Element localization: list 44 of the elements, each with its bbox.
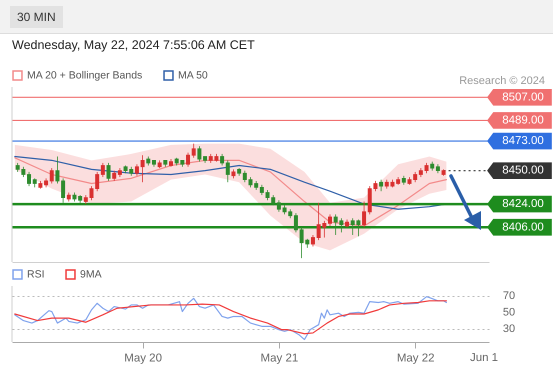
candlestick <box>100 162 105 178</box>
y-tick-label: 50 <box>502 306 516 318</box>
x-tick-label: May 20 <box>124 352 162 364</box>
x-tick-label: May 22 <box>396 352 435 364</box>
candlestick <box>339 218 344 233</box>
y-tick-label: 70 <box>502 290 516 302</box>
text: Research © 2024 <box>459 75 545 87</box>
line-series <box>14 300 448 334</box>
y-tick-label: 8473.00 <box>502 135 544 148</box>
candlestick <box>129 166 134 176</box>
y-tick-label: 8450.00 <box>502 164 544 177</box>
y-tick-label: 8489.00 <box>502 114 544 126</box>
text: 30 MIN <box>10 6 63 28</box>
candlestick <box>402 175 406 186</box>
candlestick <box>112 170 116 182</box>
candlestick <box>305 238 310 248</box>
candlestick <box>231 168 236 179</box>
candlestick <box>350 218 355 236</box>
legend-label: MA 50 <box>178 70 208 82</box>
line-series <box>14 157 448 227</box>
candlestick <box>66 192 71 202</box>
candlestick <box>16 162 20 172</box>
legend-label: 9MA <box>80 268 102 281</box>
candlestick <box>356 219 360 237</box>
y-tick-label: 8507.00 <box>502 91 544 104</box>
text: Jun 1 <box>470 352 498 364</box>
legend-label: RSI <box>27 268 45 281</box>
x-tick-label: May 21 <box>260 352 298 364</box>
legend-label: MA 20 + Bollinger Bands <box>27 70 142 82</box>
candlestick <box>436 164 440 174</box>
candlestick <box>226 160 230 183</box>
candlestick <box>334 214 338 236</box>
y-tick-label: 30 <box>502 322 516 335</box>
y-tick-label: 8424.00 <box>502 198 544 210</box>
y-tick-label: 8406.00 <box>502 221 544 234</box>
candlestick <box>118 168 122 178</box>
candlestick <box>379 179 384 192</box>
line-series <box>14 296 448 340</box>
chart-subtitle: Wednesday, May 22, 2024 7:55:06 AM CET <box>12 38 255 52</box>
candlestick <box>220 154 224 166</box>
candlestick <box>50 168 54 184</box>
candlestick <box>106 162 111 182</box>
candlestick <box>430 161 434 172</box>
candlestick <box>362 201 366 228</box>
